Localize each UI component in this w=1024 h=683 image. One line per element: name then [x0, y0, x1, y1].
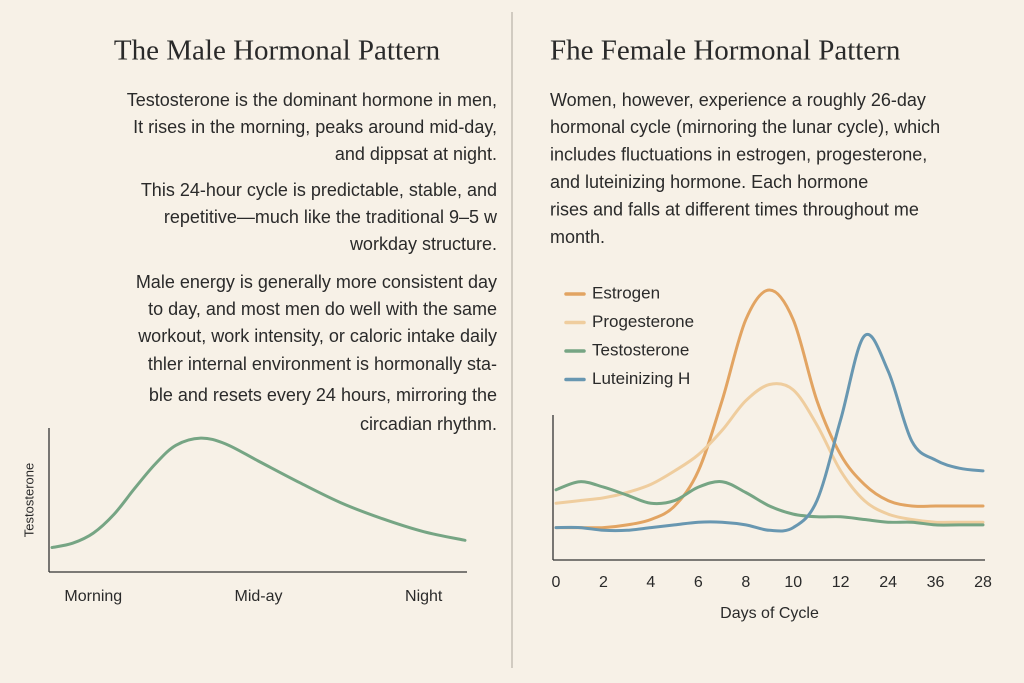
paragraph-line: includes fluctuations in estrogen, proge…: [550, 145, 927, 165]
y-axis-label: Testosterone: [21, 463, 36, 537]
paragraph-line: It rises in the morning, peaks around mi…: [133, 117, 497, 137]
x-tick-label: 2: [599, 574, 608, 591]
paragraph-line: hormonal cycle (mirnoring the lunar cycl…: [550, 117, 940, 137]
x-tick-label: 12: [832, 574, 850, 591]
paragraph-line: thler internal environment is hormonally…: [148, 354, 497, 374]
line: [554, 382, 985, 524]
line: [554, 332, 985, 533]
legend-label: Luteinizing H: [592, 369, 690, 388]
paragraph-line: circadian rhythm.: [360, 414, 497, 434]
x-tick-label: 10: [784, 574, 802, 591]
right-title: Fhe Female Hormonal Pattern: [550, 35, 901, 67]
legend-label: Progesterone: [592, 312, 694, 331]
x-axis-label: Days of Cycle: [720, 605, 819, 622]
x-tick-label: Mid-ay: [234, 588, 282, 605]
x-tick-label: 4: [646, 574, 655, 591]
x-tick-label: 0: [552, 574, 561, 591]
paragraph-line: ble and resets every 24 hours, mirroring…: [149, 385, 497, 405]
x-tick-label: Night: [405, 588, 443, 605]
paragraph-line: workday structure.: [349, 234, 497, 254]
paragraph-line: and luteinizing hormone. Each hormone: [550, 172, 868, 192]
x-tick-label: 36: [927, 574, 945, 591]
x-tick-label: 8: [741, 574, 750, 591]
legend-label: Testosterone: [592, 340, 689, 359]
paragraph-line: workout, work intensity, or caloric inta…: [137, 326, 497, 346]
paragraph-line: This 24-hour cycle is predictable, stabl…: [141, 180, 497, 200]
x-tick-label: 24: [879, 574, 897, 591]
paragraph-line: Testosterone is the dominant hormone in …: [127, 90, 497, 110]
paragraph-line: and dippsat at night.: [335, 144, 497, 164]
paragraph-line: Women, however, experience a roughly 26-…: [550, 90, 926, 110]
left-title: The Male Hormonal Pattern: [114, 35, 441, 67]
line: [554, 288, 985, 530]
x-tick-label: Morning: [64, 588, 122, 605]
paragraph-line: month.: [550, 227, 605, 247]
paragraph-line: rises and falls at different times throu…: [550, 199, 919, 219]
paragraph-line: repetitive—much like the traditional 9–5…: [164, 207, 498, 227]
line: [50, 436, 467, 550]
x-tick-label: 28: [974, 574, 992, 591]
line: [554, 480, 985, 527]
paragraph-line: to day, and most men do well with the sa…: [148, 299, 497, 319]
legend-label: Estrogen: [592, 283, 660, 302]
paragraph-line: Male energy is generally more consistent…: [136, 272, 497, 292]
x-tick-label: 6: [694, 574, 703, 591]
